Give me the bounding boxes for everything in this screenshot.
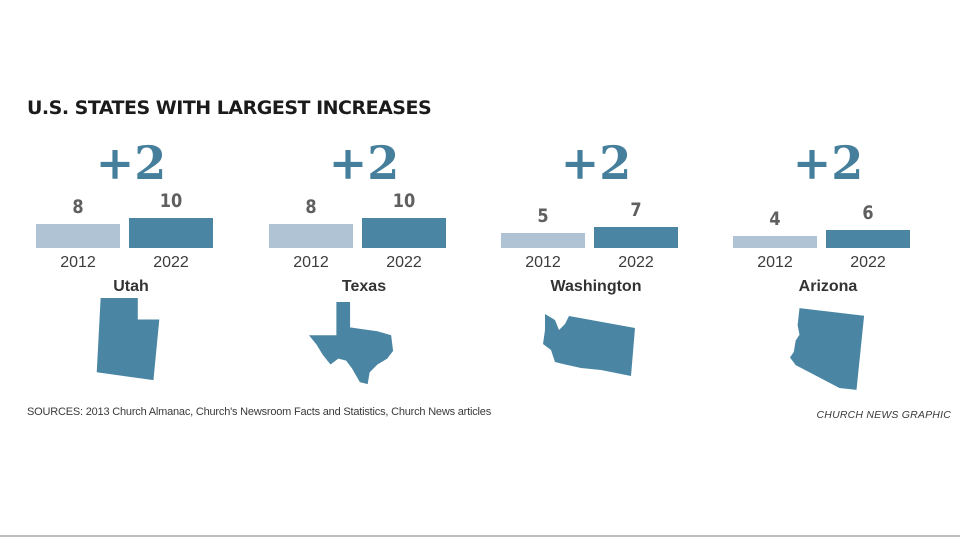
year-label-2012: 2012 xyxy=(293,254,329,271)
state-panel-washington: +2 2012 2022 5 7 Washington xyxy=(501,140,691,395)
chart-title: U.S. STATES WITH LARGEST INCREASES xyxy=(27,97,432,119)
bar-2022 xyxy=(594,227,678,248)
value-label-2012: 8 xyxy=(72,196,84,218)
bar-2012 xyxy=(36,224,120,248)
bar-group: 8 10 xyxy=(269,188,459,248)
state-panel-utah: +2 2012 2022 8 10 Utah xyxy=(36,140,226,395)
year-label-2022: 2022 xyxy=(386,254,422,271)
bar-2012 xyxy=(269,224,353,248)
year-label-2022: 2022 xyxy=(153,254,189,271)
state-name: Utah xyxy=(113,278,149,295)
bar-group: 8 10 xyxy=(36,188,226,248)
graphic-credit: CHURCH NEWS GRAPHIC xyxy=(816,409,951,421)
value-label-2022: 7 xyxy=(630,199,642,221)
change-label: +2 xyxy=(560,136,632,190)
year-label-2022: 2022 xyxy=(618,254,654,271)
year-label-2022: 2022 xyxy=(850,254,886,271)
value-label-2022: 10 xyxy=(392,190,416,212)
utah-state-icon xyxy=(96,297,160,381)
bar-2022 xyxy=(362,218,446,248)
change-label: +2 xyxy=(328,136,400,190)
value-label-2012: 4 xyxy=(769,208,781,230)
bar-2022 xyxy=(129,218,213,248)
value-label-2022: 6 xyxy=(862,202,874,224)
bottom-divider xyxy=(0,535,960,537)
state-name: Arizona xyxy=(798,278,858,295)
bar-2012 xyxy=(501,233,585,248)
arizona-state-icon xyxy=(790,308,865,390)
year-label-2012: 2012 xyxy=(757,254,793,271)
value-label-2012: 8 xyxy=(305,196,317,218)
state-panel-arizona: +2 2012 2022 4 6 Arizona xyxy=(733,140,923,395)
state-name: Washington xyxy=(550,278,642,295)
sources-note: SOURCES: 2013 Church Almanac, Church's N… xyxy=(27,406,491,418)
value-label-2022: 10 xyxy=(159,190,183,212)
washington-state-icon xyxy=(543,314,635,376)
value-label-2012: 5 xyxy=(537,205,549,227)
bar-2012 xyxy=(733,236,817,248)
state-panel-texas: +2 2012 2022 8 10 Texas xyxy=(269,140,459,395)
change-label: +2 xyxy=(792,136,864,190)
bar-2022 xyxy=(826,230,910,248)
year-label-2012: 2012 xyxy=(60,254,96,271)
state-name: Texas xyxy=(341,278,387,295)
change-label: +2 xyxy=(95,136,167,190)
texas-state-icon xyxy=(309,301,394,385)
year-label-2012: 2012 xyxy=(525,254,561,271)
